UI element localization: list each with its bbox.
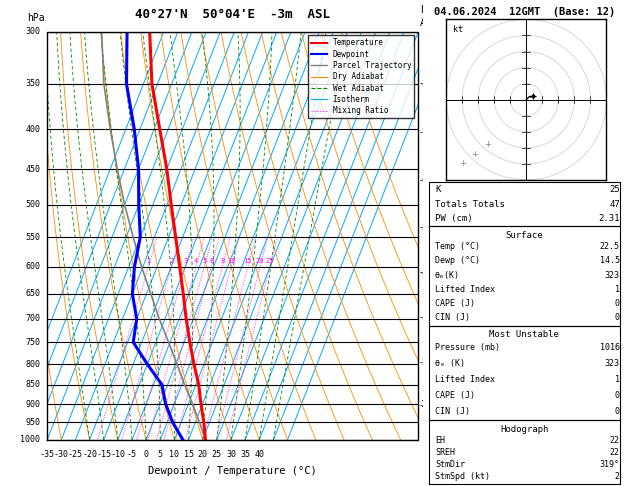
Text: -25: -25	[68, 450, 83, 459]
Text: 1: 1	[615, 285, 620, 294]
Text: 5: 5	[202, 258, 206, 264]
Text: -6: -6	[420, 176, 428, 185]
Text: 25: 25	[265, 258, 274, 264]
Text: 950: 950	[26, 418, 40, 427]
Text: θₑ(K): θₑ(K)	[435, 271, 460, 279]
Text: StmDir: StmDir	[435, 460, 465, 469]
Text: PW (cm): PW (cm)	[435, 214, 472, 223]
Text: Temp (°C): Temp (°C)	[435, 242, 480, 251]
Text: 30: 30	[226, 450, 236, 459]
Text: -35: -35	[40, 450, 55, 459]
Text: 2: 2	[615, 472, 620, 481]
Text: 47: 47	[609, 200, 620, 208]
Text: km: km	[420, 5, 435, 15]
Text: 500: 500	[26, 200, 40, 209]
Text: 4: 4	[194, 258, 198, 264]
Text: -5: -5	[420, 223, 428, 232]
Text: 850: 850	[26, 380, 40, 389]
Text: 1000: 1000	[21, 435, 40, 444]
Text: 20: 20	[256, 258, 264, 264]
Text: 1016: 1016	[600, 343, 620, 352]
Text: -15: -15	[96, 450, 111, 459]
Text: 25: 25	[609, 185, 620, 194]
Text: SREH: SREH	[435, 448, 455, 457]
Text: Lifted Index: Lifted Index	[435, 285, 495, 294]
Text: 600: 600	[26, 262, 40, 271]
Text: CAPE (J): CAPE (J)	[435, 391, 475, 400]
Text: 40°27'N  50°04'E  -3m  ASL: 40°27'N 50°04'E -3m ASL	[135, 8, 330, 21]
Text: 300: 300	[26, 27, 40, 36]
Text: -8: -8	[420, 79, 428, 88]
Text: Dewpoint / Temperature (°C): Dewpoint / Temperature (°C)	[148, 467, 317, 476]
Text: -2: -2	[420, 358, 428, 366]
Text: CAPE (J): CAPE (J)	[435, 299, 475, 308]
Text: 3: 3	[184, 258, 187, 264]
Text: 10: 10	[169, 450, 179, 459]
Text: 323: 323	[604, 271, 620, 279]
Text: 0: 0	[615, 391, 620, 400]
Text: K: K	[435, 185, 440, 194]
Text: 2: 2	[169, 258, 174, 264]
Text: 10: 10	[227, 258, 235, 264]
Text: 750: 750	[26, 338, 40, 347]
Text: hPa: hPa	[27, 14, 45, 23]
Text: StmSpd (kt): StmSpd (kt)	[435, 472, 490, 481]
Text: -5: -5	[127, 450, 137, 459]
Text: 5: 5	[158, 450, 163, 459]
Text: 700: 700	[26, 314, 40, 323]
Text: Totals Totals: Totals Totals	[435, 200, 504, 208]
Text: EH: EH	[435, 435, 445, 445]
Text: 2.31: 2.31	[598, 214, 620, 223]
Text: θₑ (K): θₑ (K)	[435, 359, 465, 368]
Text: -10: -10	[110, 450, 125, 459]
Text: 450: 450	[26, 165, 40, 174]
Text: 323: 323	[604, 359, 620, 368]
Text: Most Unstable: Most Unstable	[489, 330, 559, 340]
Text: Lifted Index: Lifted Index	[435, 375, 495, 384]
Text: 1: 1	[615, 375, 620, 384]
Text: 35: 35	[240, 450, 250, 459]
Text: 350: 350	[26, 79, 40, 88]
Text: 1: 1	[147, 258, 150, 264]
Text: -1: -1	[420, 401, 428, 411]
Text: 15: 15	[243, 258, 252, 264]
Text: 0: 0	[615, 299, 620, 308]
Text: CIN (J): CIN (J)	[435, 313, 470, 322]
Text: 900: 900	[26, 399, 40, 409]
Text: -7: -7	[420, 128, 428, 137]
Text: Pressure (mb): Pressure (mb)	[435, 343, 500, 352]
Text: 0: 0	[143, 450, 148, 459]
Text: 40: 40	[254, 450, 264, 459]
Text: 22: 22	[610, 435, 620, 445]
Text: 14.5: 14.5	[600, 256, 620, 265]
Text: 1LCL: 1LCL	[420, 400, 440, 409]
Text: -20: -20	[82, 450, 97, 459]
Text: 550: 550	[26, 233, 40, 242]
Text: -30: -30	[54, 450, 69, 459]
Text: 22.5: 22.5	[600, 242, 620, 251]
Legend: Temperature, Dewpoint, Parcel Trajectory, Dry Adiabat, Wet Adiabat, Isotherm, Mi: Temperature, Dewpoint, Parcel Trajectory…	[308, 35, 415, 118]
Text: Surface: Surface	[506, 231, 543, 240]
Text: Dewp (°C): Dewp (°C)	[435, 256, 480, 265]
Text: 6: 6	[209, 258, 213, 264]
Text: 04.06.2024  12GMT  (Base: 12): 04.06.2024 12GMT (Base: 12)	[433, 7, 615, 17]
Text: 22: 22	[610, 448, 620, 457]
Text: CIN (J): CIN (J)	[435, 407, 470, 416]
Text: 20: 20	[198, 450, 208, 459]
Text: 800: 800	[26, 360, 40, 369]
Text: -4: -4	[420, 268, 428, 278]
Text: Hodograph: Hodograph	[500, 425, 548, 434]
Text: -3: -3	[420, 313, 428, 322]
Text: 8: 8	[220, 258, 225, 264]
Text: 400: 400	[26, 124, 40, 134]
Text: 650: 650	[26, 289, 40, 298]
Text: 15: 15	[184, 450, 194, 459]
Text: 0: 0	[615, 407, 620, 416]
Text: 25: 25	[212, 450, 222, 459]
Text: 319°: 319°	[600, 460, 620, 469]
Text: 0: 0	[615, 313, 620, 322]
Text: ASL: ASL	[420, 17, 438, 28]
